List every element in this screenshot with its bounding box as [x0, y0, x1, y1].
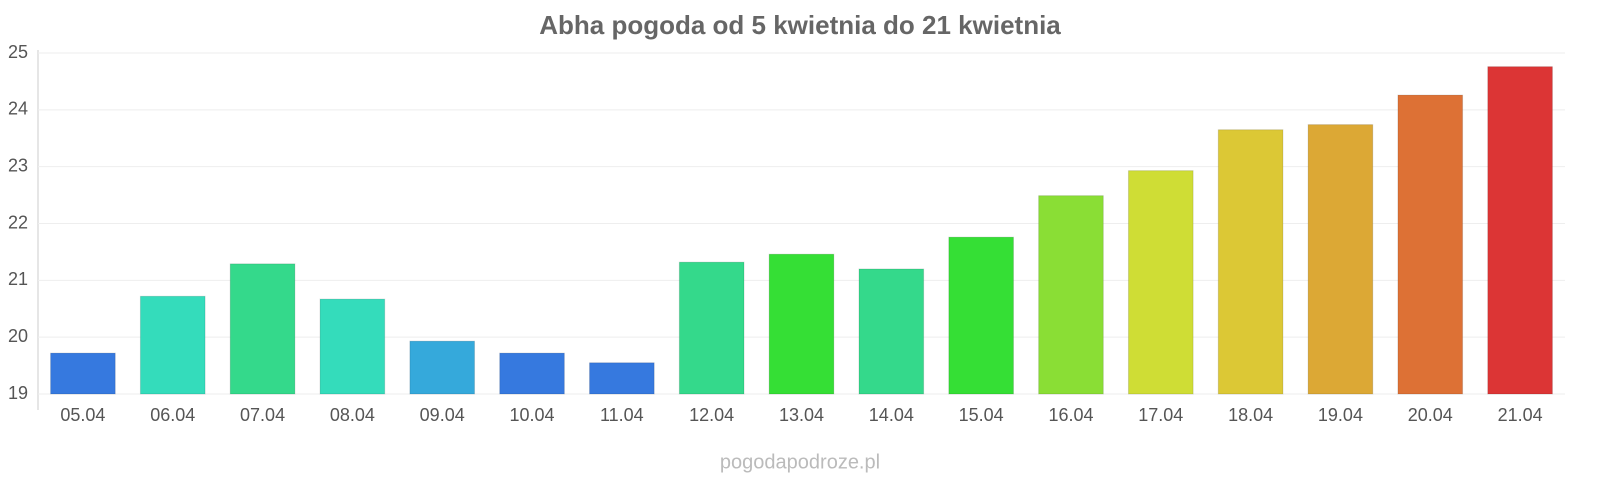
bar: [589, 362, 655, 395]
chart-title: Abha pogoda od 5 kwietnia do 21 kwietnia: [539, 10, 1061, 40]
x-tick-label: 13.04: [779, 405, 824, 425]
x-tick-label: 16.04: [1048, 405, 1093, 425]
bar: [139, 295, 206, 395]
x-tick-label: 10.04: [510, 405, 555, 425]
x-tick-label: 09.04: [420, 405, 465, 425]
y-tick-label: 25: [8, 42, 28, 62]
x-tick-label: 15.04: [959, 405, 1004, 425]
bar: [409, 340, 476, 395]
bar: [499, 352, 565, 395]
x-tick-label: 19.04: [1318, 405, 1363, 425]
bar: [768, 253, 835, 395]
bar: [858, 268, 925, 395]
bar: [319, 298, 386, 395]
y-tick-label: 21: [8, 269, 28, 289]
y-tick-label: 19: [8, 383, 28, 403]
x-tick-label: 06.04: [150, 405, 195, 425]
x-tick-label: 07.04: [240, 405, 285, 425]
x-tick-label: 08.04: [330, 405, 375, 425]
bar: [1487, 66, 1553, 395]
bar: [50, 352, 116, 395]
bar: [1038, 195, 1104, 395]
bar: [1307, 124, 1374, 395]
y-tick-label: 23: [8, 155, 28, 175]
x-tick-label: 18.04: [1228, 405, 1273, 425]
bar: [1397, 94, 1464, 395]
x-tick-label: 14.04: [869, 405, 914, 425]
x-tick-label: 17.04: [1138, 405, 1183, 425]
x-tick-label: 05.04: [60, 405, 105, 425]
y-tick-label: 22: [8, 212, 28, 232]
bar: [948, 236, 1014, 395]
y-tick-label: 24: [8, 99, 28, 119]
x-tick-label: 12.04: [689, 405, 734, 425]
x-tick-label: 11.04: [600, 405, 644, 425]
x-tick-label: 20.04: [1408, 405, 1453, 425]
bar: [678, 261, 745, 395]
y-tick-label: 20: [8, 326, 28, 346]
bar: [229, 263, 296, 395]
bar: [1127, 170, 1194, 395]
x-tick-label: 21.04: [1498, 405, 1543, 425]
bar: [1217, 129, 1284, 395]
watermark: pogodapodroze.pl: [720, 451, 880, 473]
